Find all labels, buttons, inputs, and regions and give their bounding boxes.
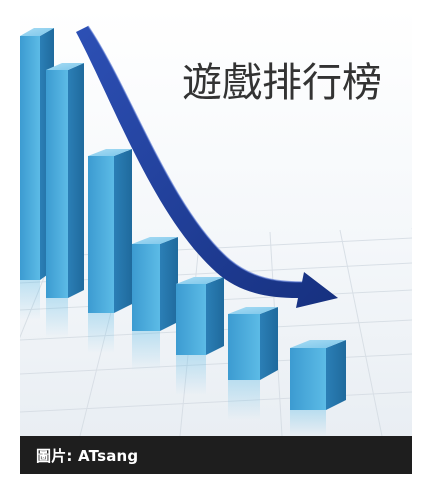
image-credit-caption: 圖片: ATsang — [36, 446, 139, 465]
photo-illustration: 遊戲排行榜 — [20, 8, 412, 436]
downward-arrow-icon — [76, 25, 338, 308]
bars — [20, 28, 346, 436]
declining-bar-chart-image: 遊戲排行榜 — [20, 8, 412, 436]
caption-bar: 圖片: ATsang — [20, 436, 412, 474]
bar-7 — [290, 340, 346, 436]
headline-text: 遊戲排行榜 — [182, 60, 382, 106]
bar-6 — [228, 307, 278, 420]
bar-3 — [88, 149, 132, 353]
bar-2 — [46, 63, 84, 338]
image-card: 遊戲排行榜 圖片: ATsang — [20, 8, 412, 474]
bar-4 — [132, 237, 178, 371]
bar-5 — [176, 277, 224, 395]
